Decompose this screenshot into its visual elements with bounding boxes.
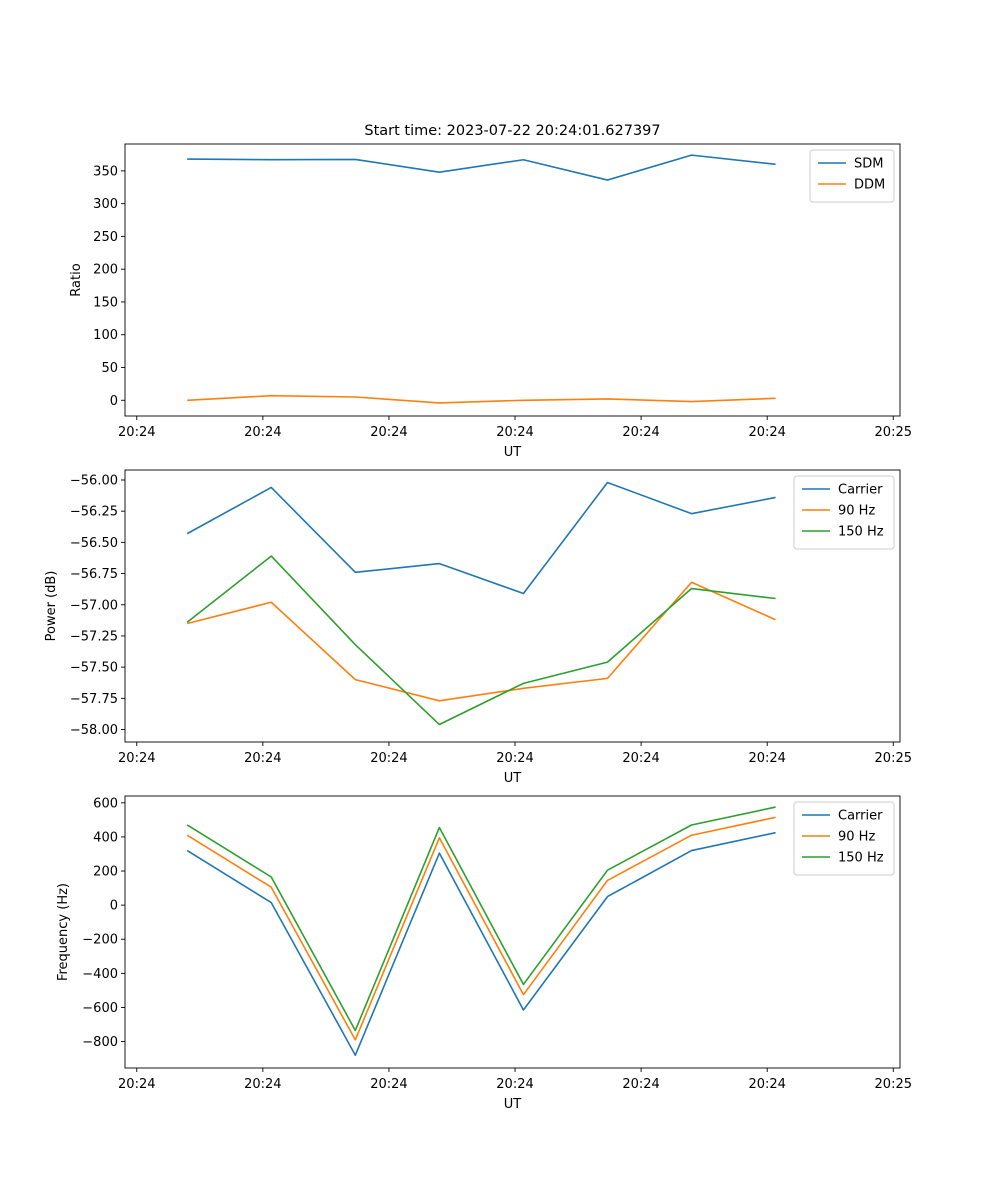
chart-panel-3: 20:24 20:24 20:24 20:24 20:24 20:24 20:25 −800 −…: [56, 795, 912, 1112]
legend-label: Carrier: [838, 483, 883, 498]
series-line-carrier: [186, 481, 776, 595]
x-tick-label: 20:24: [748, 425, 785, 440]
series-line-90-hz: [186, 816, 776, 1041]
x-tick-label: 20:24: [622, 751, 659, 766]
x-tick-label: 20:24: [370, 751, 407, 766]
chart-panel-2: 20:24 20:24 20:24 20:24 20:24 20:24 20:25 −58.0…: [44, 469, 912, 786]
y-tick-label: 0: [110, 899, 118, 914]
x-tick-label: 20:24: [244, 1077, 281, 1092]
x-tick-label: 20:24: [496, 751, 533, 766]
x-tick-label: 20:24: [496, 425, 533, 440]
y-tick-label: −56.75: [70, 567, 118, 582]
legend-label: DDM: [854, 178, 885, 193]
x-tick-label: 20:24: [622, 1077, 659, 1092]
x-axis-label: UT: [504, 1097, 522, 1112]
y-tick-label: 350: [93, 164, 118, 179]
panels: Start time: 2023-07-22 20:24:01.627397 20…: [44, 123, 912, 1112]
x-tick-label: 20:25: [875, 751, 912, 766]
x-tick-label: 20:24: [118, 1077, 155, 1092]
y-tick-label: 150: [93, 295, 118, 310]
legend-label: 90 Hz: [838, 830, 875, 845]
series-line-90-hz: [187, 581, 776, 702]
y-tick-label: 400: [93, 830, 118, 845]
y-tick-label: 600: [93, 796, 118, 811]
axes-frame: [124, 143, 901, 417]
legend-label: 150 Hz: [838, 851, 884, 866]
axes-frame: [124, 469, 901, 743]
legend-label: Carrier: [838, 809, 883, 824]
legend-label: 150 Hz: [838, 525, 884, 540]
y-tick-label: 200: [93, 865, 118, 880]
y-axis-label: Frequency (Hz): [56, 883, 71, 981]
series-line-150-hz: [186, 806, 776, 1032]
y-tick-label: −57.25: [70, 629, 118, 644]
x-tick-label: 20:24: [370, 1077, 407, 1092]
legend-label: 90 Hz: [838, 504, 875, 519]
chart-panel-1: Start time: 2023-07-22 20:24:01.627397 20…: [69, 123, 912, 460]
chart-title: Start time: 2023-07-22 20:24:01.627397: [364, 123, 660, 139]
x-tick-label: 20:25: [875, 1077, 912, 1092]
x-tick-label: 20:24: [748, 1077, 785, 1092]
y-tick-label: −56.25: [70, 505, 118, 520]
x-tick-label: 20:24: [622, 425, 659, 440]
y-tick-label: 0: [110, 394, 118, 409]
x-tick-label: 20:24: [370, 425, 407, 440]
x-tick-label: 20:24: [244, 751, 281, 766]
y-tick-label: −400: [82, 967, 118, 982]
series-line-sdm: [187, 154, 776, 181]
x-tick-label: 20:24: [748, 751, 785, 766]
y-tick-label: −600: [82, 1001, 118, 1016]
y-axis-label: Ratio: [69, 263, 84, 296]
series-line-carrier: [186, 831, 776, 1057]
legend: SDM DDM: [809, 149, 895, 203]
y-axis-label: Power (dB): [44, 571, 59, 642]
x-tick-label: 20:24: [118, 751, 155, 766]
legend-label: SDM: [854, 157, 883, 172]
x-axis-label: UT: [504, 445, 522, 460]
y-tick-label: −56.00: [70, 473, 118, 488]
y-tick-label: 100: [93, 328, 118, 343]
y-tick-label: −800: [82, 1035, 118, 1050]
y-tick-label: 200: [93, 263, 118, 278]
x-tick-label: 20:24: [244, 425, 281, 440]
x-axis-label: UT: [504, 771, 522, 786]
y-tick-label: 250: [93, 230, 118, 245]
y-tick-label: −56.50: [70, 536, 118, 551]
y-tick-label: −57.75: [70, 692, 118, 707]
legend: Carrier 90 Hz 150 Hz: [793, 475, 895, 550]
y-tick-label: −200: [82, 933, 118, 948]
x-tick-label: 20:25: [875, 425, 912, 440]
axes-frame: [124, 795, 901, 1069]
y-tick-label: −58.00: [70, 723, 118, 738]
y-tick-label: 50: [101, 361, 118, 376]
y-tick-label: 300: [93, 197, 118, 212]
series-line-150-hz: [186, 555, 776, 726]
legend: Carrier 90 Hz 150 Hz: [793, 801, 895, 876]
y-tick-label: −57.50: [70, 661, 118, 676]
y-tick-label: −57.00: [70, 598, 118, 613]
x-tick-label: 20:24: [118, 425, 155, 440]
series-line-ddm: [187, 394, 776, 404]
x-tick-label: 20:24: [496, 1077, 533, 1092]
